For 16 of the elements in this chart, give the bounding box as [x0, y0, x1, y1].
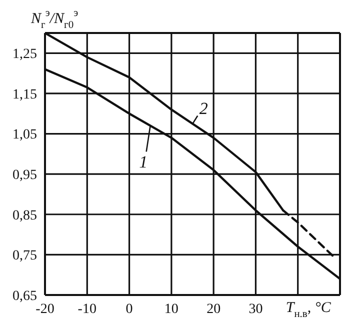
y-tick-label: 0,75	[12, 248, 37, 264]
y-tick-label: 0,65	[12, 288, 37, 304]
y-tick-label: 1,15	[12, 87, 37, 102]
series-label: 1	[139, 152, 148, 172]
x-axis-title: T$_{н.в}$, °C	[286, 300, 332, 320]
y-tick-label: 1,25	[12, 47, 37, 62]
x-tick-label: 30	[248, 302, 263, 317]
legend-label: 2	[199, 98, 208, 118]
y-tick-label: 0,95	[12, 168, 37, 184]
x-tick-label: 10	[164, 302, 178, 317]
x-tick-label: -20	[36, 302, 54, 317]
x-tick-label: 0	[126, 302, 133, 317]
x-tick-label: -10	[78, 302, 96, 317]
y-tick-label: 0,85	[12, 208, 37, 224]
x-tick-label: 20	[206, 302, 221, 317]
y-tick-label: 1,05	[12, 128, 37, 143]
